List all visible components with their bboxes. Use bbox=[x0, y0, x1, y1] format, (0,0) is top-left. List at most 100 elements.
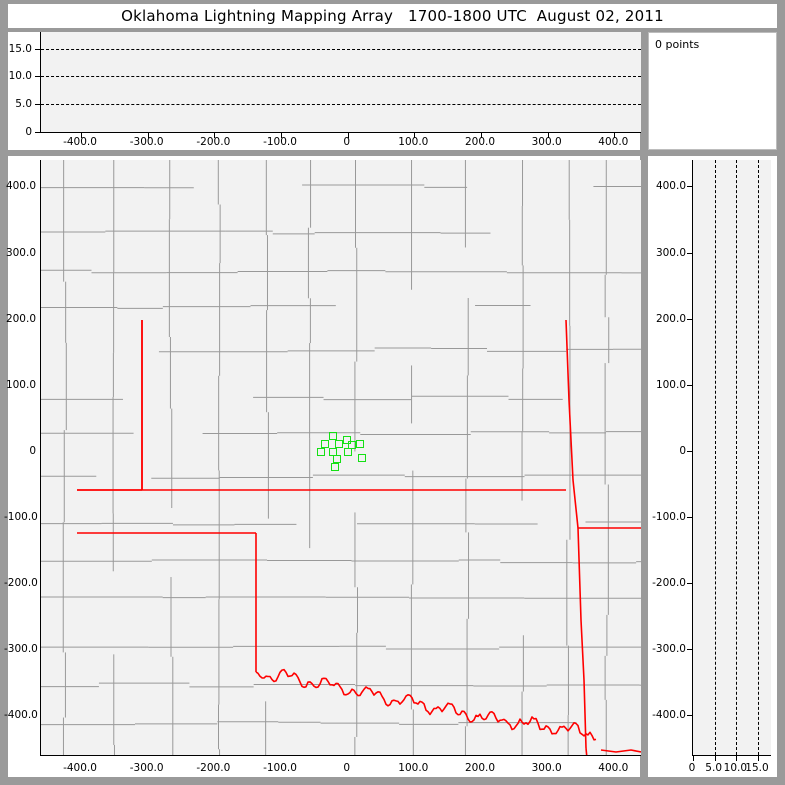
lightning-source-marker bbox=[329, 432, 337, 441]
y-axis-tick bbox=[35, 76, 41, 78]
gridline-vertical bbox=[714, 160, 716, 755]
y-axis-tick bbox=[687, 715, 693, 717]
point-count-label: 0 points bbox=[655, 38, 700, 51]
y-axis-label: -100.0 bbox=[652, 511, 686, 523]
y-axis-tick bbox=[687, 649, 693, 651]
y-axis-tick bbox=[40, 715, 41, 716]
y-axis-label: 10.0 bbox=[8, 70, 32, 83]
x-axis-label: -100.0 bbox=[263, 136, 297, 148]
x-axis-tick bbox=[148, 755, 149, 756]
y-axis-label: -100.0 bbox=[4, 511, 38, 523]
altitude-vs-y-panel: 0 5.0 10.0 15.0 400.0 300.0 200.0 100.0 0 -100.0 -… bbox=[648, 156, 777, 777]
x-axis-tick bbox=[281, 755, 282, 756]
x-axis-label: 5.0 bbox=[705, 762, 723, 774]
x-axis-label: -400.0 bbox=[63, 762, 97, 774]
y-axis-tick bbox=[40, 583, 41, 584]
y-axis-label: -200.0 bbox=[652, 577, 686, 590]
y-axis-label: 300.0 bbox=[5, 246, 36, 259]
altitude-vs-y-plot-area[interactable] bbox=[687, 160, 771, 761]
y-axis-tick bbox=[40, 385, 41, 386]
altitude-vs-x-panel: 0 5.0 10.0 15.0 -400.0 -300.0 -200.0 -100.0 0 100… bbox=[8, 32, 641, 150]
map-plot-area[interactable] bbox=[40, 160, 641, 756]
y-axis-label: 0 bbox=[29, 444, 36, 457]
state-border-oklahoma-kansas-east bbox=[565, 319, 579, 529]
x-axis-tick bbox=[281, 132, 282, 138]
y-axis-tick bbox=[40, 253, 41, 254]
y-axis-label: 400.0 bbox=[655, 180, 686, 193]
x-axis-label: -300.0 bbox=[129, 762, 164, 774]
x-axis-tick bbox=[348, 755, 349, 756]
lightning-source-marker bbox=[358, 454, 367, 463]
y-axis-label: 400.0 bbox=[5, 180, 36, 193]
altitude-vs-x-plot-area[interactable] bbox=[35, 32, 641, 138]
state-border-red-river-oklahoma-texas bbox=[255, 668, 597, 741]
lightning-source-marker bbox=[355, 440, 364, 449]
gridline-vertical bbox=[758, 160, 759, 755]
x-axis-label: 400.0 bbox=[598, 136, 629, 148]
x-axis-label: 300.0 bbox=[531, 762, 562, 774]
y-axis-label: -300.0 bbox=[4, 643, 38, 656]
x-axis-label: 400.0 bbox=[598, 762, 629, 774]
y-axis-tick bbox=[687, 186, 693, 188]
y-axis-label: 200.0 bbox=[655, 312, 686, 325]
lightning-source-marker bbox=[331, 463, 339, 472]
page-title: Oklahoma Lightning Mapping Array 1700-18… bbox=[121, 7, 664, 25]
title-bar: Oklahoma Lightning Mapping Array 1700-18… bbox=[8, 4, 777, 28]
x-axis-label: 15.0 bbox=[745, 762, 769, 774]
lightning-source-marker bbox=[317, 447, 325, 456]
y-axis-tick bbox=[687, 583, 693, 585]
lightning-source-marker bbox=[335, 440, 343, 449]
lightning-source-marker bbox=[344, 448, 353, 457]
y-axis-label: 200.0 bbox=[5, 312, 36, 325]
y-axis-tick bbox=[40, 319, 41, 320]
y-axis-tick bbox=[687, 450, 693, 452]
y-axis-tick bbox=[687, 318, 693, 320]
y-axis-tick bbox=[40, 517, 41, 518]
y-axis-label: 15.0 bbox=[8, 42, 32, 55]
x-axis-tick bbox=[614, 755, 615, 756]
x-axis-tick bbox=[214, 132, 216, 138]
y-axis-label: 300.0 bbox=[655, 246, 686, 259]
y-axis-label: 100.0 bbox=[655, 378, 686, 391]
y-axis-label: 0 bbox=[25, 126, 32, 138]
x-axis-tick bbox=[147, 132, 149, 138]
map-geography bbox=[41, 160, 641, 755]
gridline-horizontal bbox=[41, 48, 641, 50]
x-axis-label: 200.0 bbox=[464, 762, 496, 774]
x-axis-label: 10.0 bbox=[723, 762, 748, 774]
x-axis-label: 0 bbox=[343, 762, 350, 774]
state-border-red-river-east bbox=[600, 749, 641, 753]
x-axis-tick bbox=[614, 132, 616, 138]
y-axis-label: 100.0 bbox=[5, 378, 36, 391]
gridline-vertical bbox=[736, 160, 738, 755]
state-border-oklahoma-arkansas bbox=[577, 527, 587, 749]
x-axis-tick bbox=[693, 755, 694, 761]
lightning-source-marker bbox=[321, 440, 329, 449]
y-axis-tick bbox=[35, 104, 41, 106]
map-plan-view-panel: 400.0 300.0 200.0 100.0 0 -100.0 -200.0 -300.0 -… bbox=[4, 156, 641, 777]
x-axis-label: 300.0 bbox=[531, 136, 562, 148]
point-count-panel: 0 points bbox=[648, 32, 777, 150]
y-axis-label: 5.0 bbox=[15, 98, 32, 111]
x-axis-label: 100.0 bbox=[398, 762, 429, 774]
x-axis-tick bbox=[214, 755, 215, 756]
x-axis-label: -300.0 bbox=[129, 136, 164, 148]
lightning-source-marker bbox=[333, 455, 341, 464]
x-axis-label: -400.0 bbox=[63, 136, 97, 148]
y-axis-tick bbox=[687, 384, 693, 386]
y-axis-label: -200.0 bbox=[4, 577, 38, 590]
y-axis-tick bbox=[687, 252, 693, 254]
x-axis-tick bbox=[414, 132, 416, 138]
x-axis-tick bbox=[81, 755, 82, 756]
x-axis-tick bbox=[547, 132, 549, 138]
x-axis-label: -200.0 bbox=[196, 136, 231, 148]
x-axis-tick bbox=[347, 132, 349, 138]
x-axis-label: -100.0 bbox=[263, 762, 297, 774]
x-axis-label: 200.0 bbox=[464, 136, 496, 148]
y-axis-tick bbox=[40, 186, 41, 187]
gridline-horizontal bbox=[41, 104, 641, 106]
x-axis-label: -200.0 bbox=[196, 762, 231, 774]
gridline-horizontal bbox=[41, 76, 641, 78]
y-axis-tick bbox=[35, 132, 41, 133]
